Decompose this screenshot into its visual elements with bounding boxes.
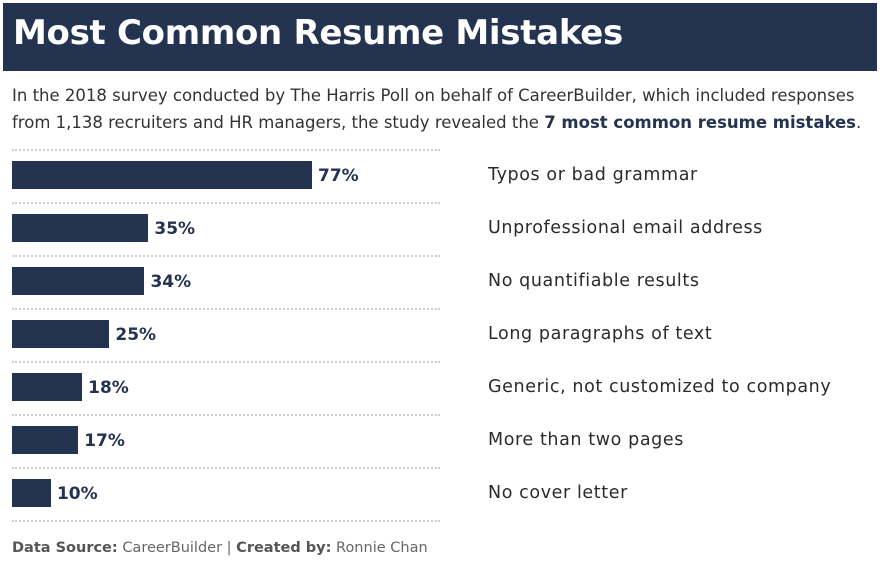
bar	[12, 320, 110, 348]
value-label: 25%	[115, 325, 157, 345]
intro-end: .	[856, 113, 862, 132]
chart-title: Most Common Resume Mistakes	[13, 13, 623, 53]
value-label: 10%	[56, 484, 98, 504]
bar	[12, 426, 79, 454]
value-label: 35%	[154, 219, 196, 239]
footer: Data Source: CareerBuilder | Created by:…	[12, 540, 428, 556]
category-label: No quantifiable results	[488, 271, 700, 291]
intro-highlight: 7 most common resume mistakes	[544, 113, 856, 132]
bar	[12, 161, 312, 189]
category-label: More than two pages	[488, 430, 684, 450]
intro-text: In the 2018 survey conducted by The Harr…	[12, 82, 874, 136]
bar	[12, 267, 145, 295]
value-label: 17%	[84, 431, 125, 451]
value-label: 77%	[318, 166, 359, 186]
source-value: CareerBuilder	[122, 540, 223, 556]
row-divider	[12, 149, 440, 151]
created-label: Created by:	[236, 540, 332, 556]
category-label: Long paragraphs of text	[488, 324, 713, 344]
bar	[12, 373, 83, 401]
bar	[12, 214, 149, 242]
row-divider	[12, 414, 440, 416]
title-banner: Most Common Resume Mistakes	[3, 3, 877, 71]
footer-separator: |	[226, 540, 232, 556]
source-label: Data Source:	[12, 540, 118, 556]
category-label: Typos or bad grammar	[488, 165, 698, 185]
value-label: 18%	[88, 378, 129, 398]
intro-body: In the 2018 survey conducted by The Harr…	[12, 86, 855, 132]
row-divider	[12, 308, 440, 310]
category-label: Generic, not customized to company	[488, 377, 832, 397]
bar	[12, 479, 51, 507]
value-label: 34%	[150, 272, 192, 292]
category-label: No cover letter	[488, 483, 628, 503]
author-value: Ronnie Chan	[336, 540, 428, 556]
category-label: Unprofessional email address	[488, 218, 763, 238]
row-divider	[12, 202, 440, 204]
row-divider	[12, 361, 440, 363]
row-divider	[12, 255, 440, 257]
row-divider	[12, 467, 440, 469]
row-divider	[12, 520, 440, 522]
